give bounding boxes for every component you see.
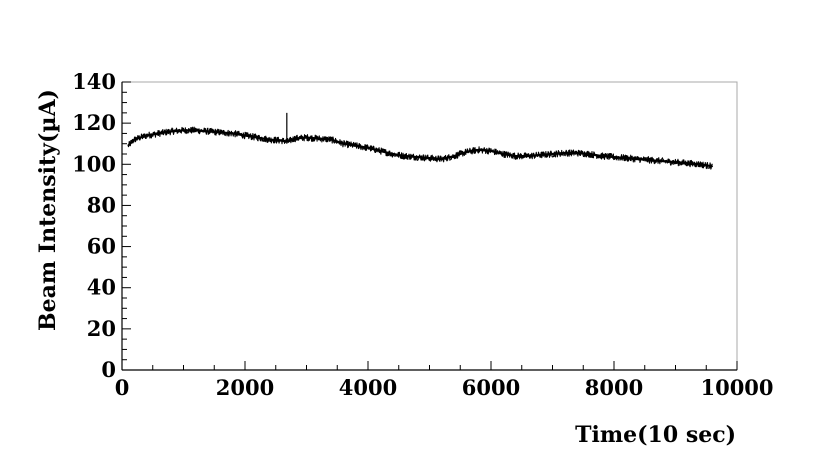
data-point: [638, 158, 640, 160]
x-tick-label: 0: [115, 375, 130, 400]
data-point: [318, 137, 320, 140]
data-point: [539, 154, 541, 156]
data-point: [146, 134, 148, 137]
data-point: [170, 130, 172, 132]
data-point: [281, 140, 283, 142]
series-beam-intensity: [127, 112, 714, 170]
tick-marks: [121, 81, 738, 371]
y-tick-label: 120: [72, 110, 116, 135]
data-point: [502, 153, 504, 155]
data-point: [687, 162, 689, 164]
data-point: [588, 153, 591, 155]
series-line: [127, 126, 713, 170]
data-point: [404, 155, 406, 157]
x-axis-title: Time(10 sec): [575, 422, 736, 448]
data-point: [219, 131, 221, 133]
data-point: [232, 132, 234, 135]
data-point: [662, 160, 664, 162]
data-point: [515, 155, 517, 157]
data-point: [392, 153, 394, 155]
data-point: [527, 155, 529, 157]
y-tick-label: 80: [87, 192, 116, 217]
data-point: [330, 139, 332, 141]
data-point: [293, 137, 295, 140]
x-tick-label: 10000: [700, 375, 773, 400]
data-point: [269, 139, 271, 141]
data-point: [182, 129, 185, 131]
data-point: [428, 157, 431, 159]
data-point: [711, 165, 714, 167]
y-tick-label: 140: [72, 69, 116, 94]
data-point: [576, 152, 578, 154]
x-tick-label: 2000: [216, 375, 274, 400]
data-point: [355, 145, 357, 147]
data-point: [490, 150, 492, 152]
y-tick-label: 40: [87, 275, 116, 300]
data-point: [379, 150, 381, 152]
x-tick-label: 6000: [462, 375, 520, 400]
y-tick-label: 20: [87, 316, 116, 341]
data-point: [625, 157, 627, 159]
data-point: [207, 130, 209, 132]
data-point: [287, 141, 289, 143]
data-point: [478, 149, 480, 151]
data-point: [244, 134, 246, 137]
plot-frame: [121, 81, 738, 371]
axes: [121, 82, 737, 371]
data-point: [564, 152, 566, 154]
data-point: [305, 136, 308, 139]
data-point: [416, 156, 418, 158]
data-point: [650, 159, 652, 161]
y-tick-label: 0: [101, 357, 116, 382]
data-point: [367, 147, 369, 149]
data-point: [699, 163, 701, 165]
data-point: [158, 132, 160, 135]
data-point: [195, 129, 197, 131]
x-tick-label: 8000: [585, 375, 643, 400]
data-point: [551, 153, 554, 155]
data-point: [453, 155, 455, 157]
data-point: [613, 156, 615, 158]
y-tick-label: 100: [72, 151, 116, 176]
series-trend: [127, 129, 713, 168]
tick-labels: 0 2000 4000 6000 8000 10000 0 20 40 60 80 100 120 140: [72, 69, 773, 400]
data-point: [127, 145, 129, 147]
data-point: [465, 151, 467, 153]
data-point: [601, 155, 603, 157]
y-axis-title: Beam Intensity(µA): [35, 89, 61, 331]
data-point: [674, 161, 677, 163]
data-point: [256, 136, 258, 139]
data-point: [342, 143, 344, 145]
data-point: [133, 139, 135, 141]
y-tick-label: 60: [87, 234, 116, 259]
data-point: [441, 158, 443, 160]
x-tick-label: 4000: [339, 375, 397, 400]
